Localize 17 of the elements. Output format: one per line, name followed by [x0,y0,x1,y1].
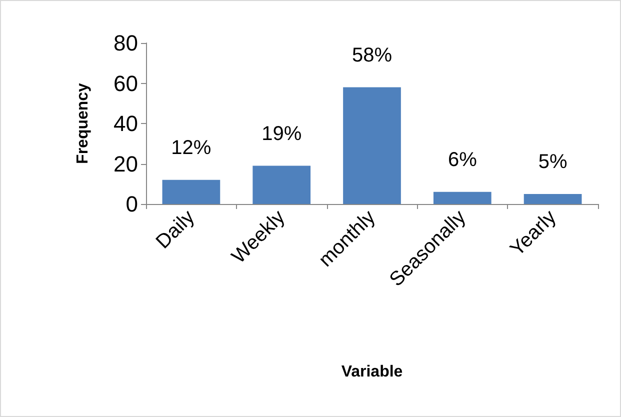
y-axis-title: Frequency [74,82,92,164]
x-axis-title: Variable [341,364,403,380]
y-tick-label: 40 [114,111,138,136]
y-tick-label: 60 [114,70,138,96]
y-tick-label: 20 [114,151,138,176]
bar [343,87,401,204]
y-tick-label: 80 [114,30,138,56]
data-label: 19% [262,122,302,145]
y-tick-label: 0 [126,192,138,216]
data-label: 12% [171,136,212,159]
bar [162,180,220,204]
data-label: 6% [448,148,478,171]
bar [524,194,582,204]
bar [433,192,492,204]
bar [252,166,311,204]
data-label: 5% [538,150,568,173]
data-label: 58% [352,44,392,66]
